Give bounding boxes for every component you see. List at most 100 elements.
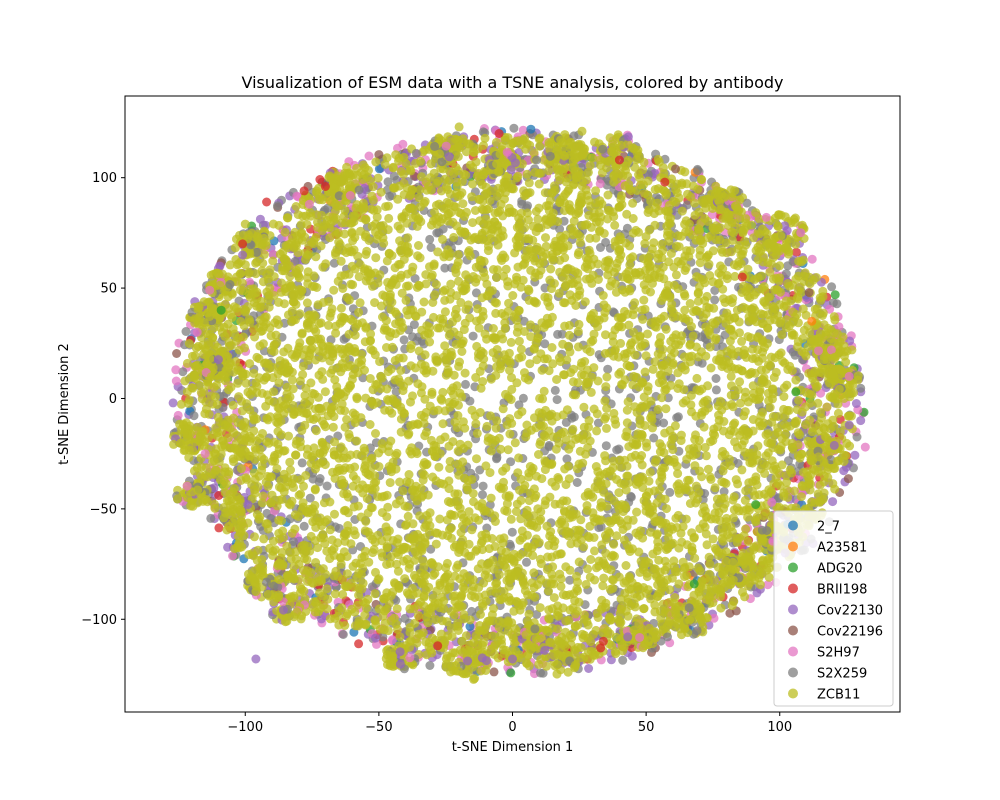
point-zcb11 <box>419 297 429 307</box>
point-brii198 <box>354 639 364 649</box>
point-zcb11 <box>236 464 246 474</box>
point-zcb11 <box>384 406 394 415</box>
point-s2x259 <box>399 335 409 345</box>
point-s2x259 <box>710 286 720 295</box>
point-zcb11 <box>519 327 529 336</box>
point-cov22130 <box>584 664 594 673</box>
point-cov22130 <box>856 416 866 426</box>
point-zcb11 <box>336 303 346 313</box>
point-zcb11 <box>516 344 526 354</box>
point-s2x259 <box>553 329 563 339</box>
point-s2h97 <box>518 125 528 135</box>
point-zcb11 <box>471 262 481 272</box>
point-zcb11 <box>283 213 293 223</box>
point-zcb11 <box>741 304 751 314</box>
point-zcb11 <box>430 290 440 300</box>
point-zcb11 <box>591 186 601 196</box>
point-zcb11 <box>794 395 804 405</box>
point-s2x259 <box>569 412 579 422</box>
point-zcb11 <box>382 343 391 352</box>
point-zcb11 <box>302 219 312 229</box>
point-s2x259 <box>659 418 669 428</box>
point-cov22130 <box>828 497 838 507</box>
point-s2x259 <box>461 379 470 389</box>
point-zcb11 <box>449 232 459 242</box>
point-zcb11 <box>558 590 568 600</box>
point-zcb11 <box>430 568 440 578</box>
point-zcb11 <box>302 298 312 308</box>
point-zcb11 <box>591 462 601 471</box>
point-zcb11 <box>328 422 338 432</box>
point-zcb11 <box>482 421 492 431</box>
point-zcb11 <box>374 462 384 472</box>
point-s2h97 <box>173 410 183 420</box>
point-s2x259 <box>540 339 550 349</box>
point-s2x259 <box>297 458 307 468</box>
point-cov22130 <box>851 399 861 408</box>
point-zcb11 <box>727 381 736 391</box>
point-zcb11 <box>287 528 297 538</box>
point-zcb11 <box>589 533 599 542</box>
point-zcb11 <box>461 147 471 157</box>
point-s2x259 <box>550 385 560 395</box>
point-s2x259 <box>783 261 793 271</box>
point-zcb11 <box>600 349 610 358</box>
point-zcb11 <box>522 169 532 179</box>
point-zcb11 <box>517 352 527 362</box>
point-zcb11 <box>739 531 749 541</box>
point-zcb11 <box>404 429 414 439</box>
point-zcb11 <box>501 264 511 274</box>
point-zcb11 <box>574 319 584 329</box>
point-zcb11 <box>438 234 447 244</box>
point-zcb11 <box>661 404 671 414</box>
point-s2x259 <box>710 295 720 305</box>
point-zcb11 <box>404 470 414 479</box>
point-zcb11 <box>589 404 599 414</box>
point-zcb11 <box>470 206 480 215</box>
point-s2x259 <box>509 123 519 133</box>
point-zcb11 <box>295 475 305 485</box>
point-zcb11 <box>413 611 423 621</box>
point-zcb11 <box>482 279 492 289</box>
point-s2h97 <box>595 179 605 189</box>
point-s2x259 <box>562 454 572 464</box>
point-zcb11 <box>458 417 468 427</box>
point-zcb11 <box>455 357 464 367</box>
point-zcb11 <box>673 469 683 479</box>
point-zcb11 <box>561 562 571 572</box>
point-cov22196 <box>843 474 853 484</box>
point-cov22130 <box>223 542 233 552</box>
point-zcb11 <box>389 613 399 623</box>
point-zcb11 <box>365 420 375 429</box>
point-s2h97 <box>807 254 817 264</box>
point-zcb11 <box>244 267 254 277</box>
point-zcb11 <box>710 575 720 585</box>
point-s2x259 <box>465 396 475 406</box>
point-zcb11 <box>502 420 512 430</box>
point-zcb11 <box>649 238 659 248</box>
point-zcb11 <box>453 257 463 267</box>
point-zcb11 <box>472 428 482 438</box>
point-zcb11 <box>524 178 534 188</box>
point-zcb11 <box>514 336 524 346</box>
point-zcb11 <box>352 392 362 402</box>
point-zcb11 <box>677 206 687 216</box>
point-zcb11 <box>322 604 332 614</box>
point-s2x259 <box>425 661 435 670</box>
point-s2x259 <box>181 327 191 336</box>
point-s2h97 <box>763 580 773 590</box>
point-s2x259 <box>561 417 571 427</box>
point-zcb11 <box>274 378 284 388</box>
point-zcb11 <box>805 415 815 425</box>
point-zcb11 <box>750 305 760 315</box>
point-s2x259 <box>852 432 862 442</box>
point-zcb11 <box>759 282 769 292</box>
point-zcb11 <box>533 504 543 514</box>
point-zcb11 <box>365 374 375 383</box>
point-s2x259 <box>559 216 569 226</box>
point-s2x259 <box>673 412 683 422</box>
point-zcb11 <box>765 267 775 277</box>
point-zcb11 <box>676 528 686 538</box>
point-zcb11 <box>544 614 554 624</box>
point-zcb11 <box>453 250 463 260</box>
